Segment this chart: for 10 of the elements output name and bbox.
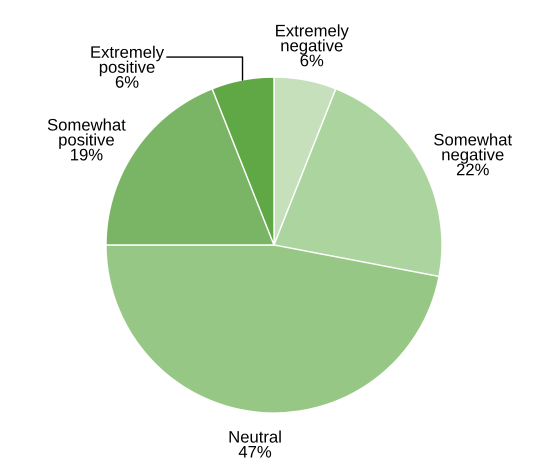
- slice-label: Extremely positive: [91, 46, 164, 76]
- slice-label: Extremely negative: [276, 24, 349, 55]
- slice-label: Somewhat positive: [48, 118, 126, 149]
- data-label: 47%: [238, 446, 272, 458]
- data-label: 22%: [456, 164, 489, 176]
- data-label: 6%: [116, 76, 138, 88]
- slice-label: Neutral: [230, 430, 281, 443]
- slice-label: Somewhat negative: [434, 133, 512, 164]
- data-label: 6%: [300, 54, 324, 66]
- data-label: 19%: [71, 148, 103, 161]
